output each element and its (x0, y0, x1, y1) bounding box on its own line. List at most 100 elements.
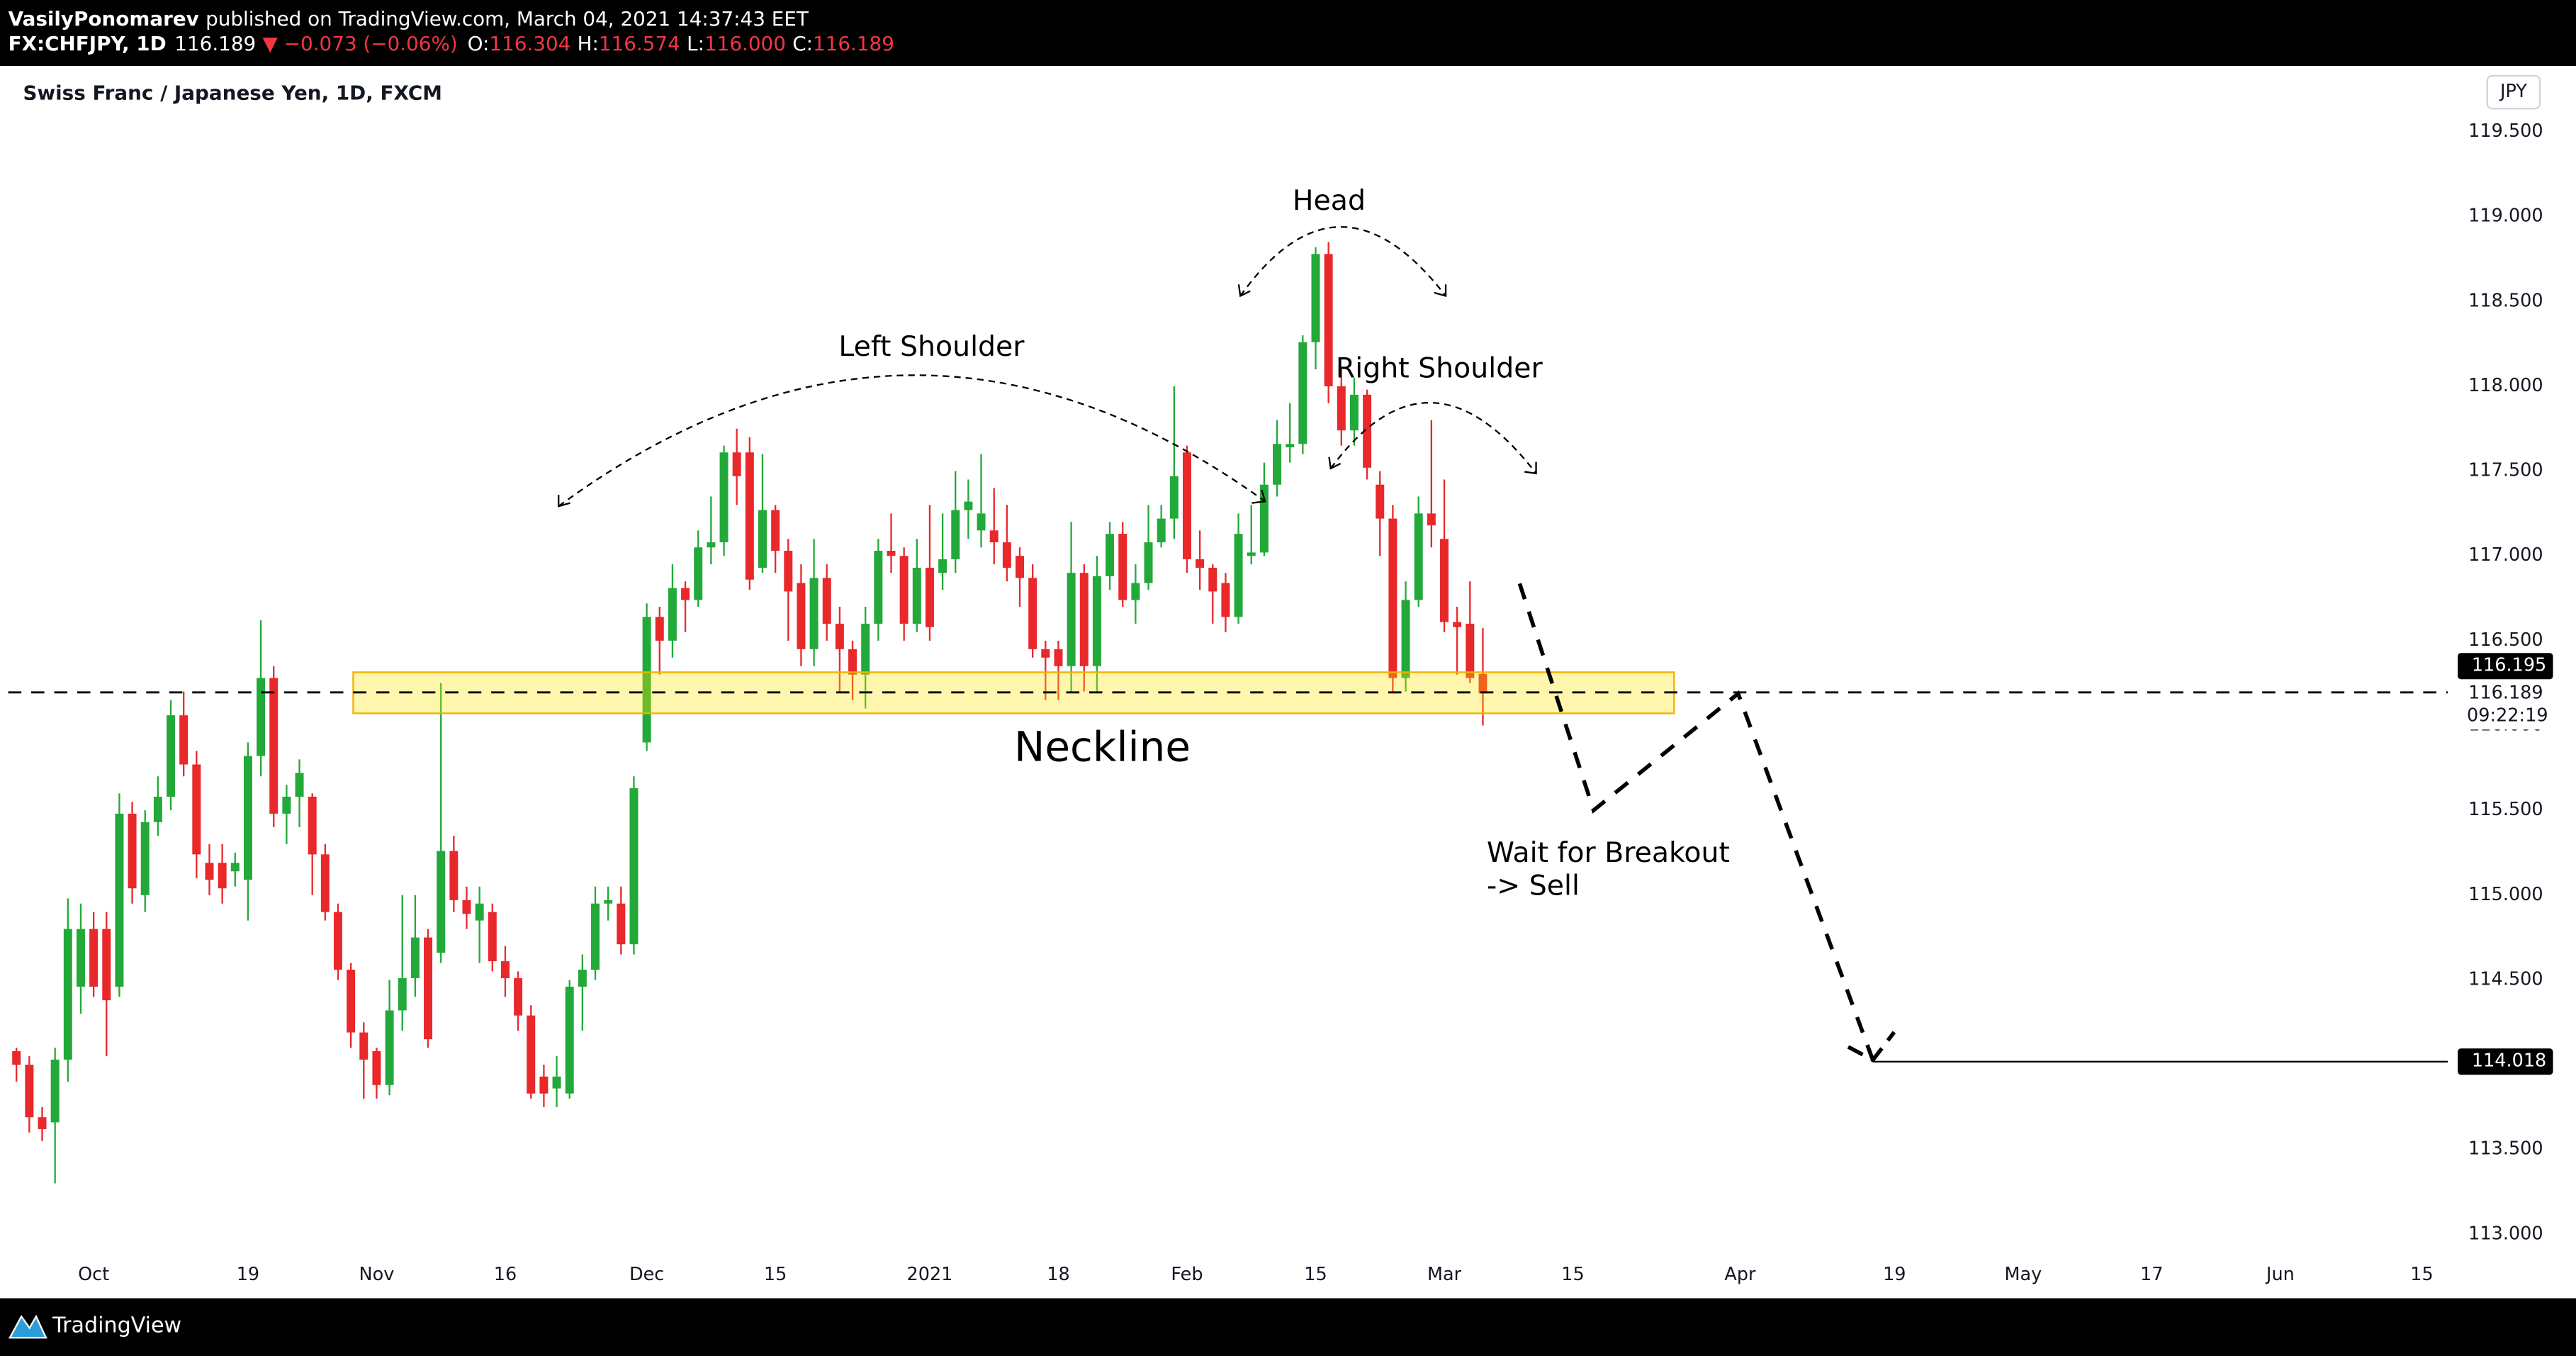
ohlc-value: 116.304 (489, 32, 570, 55)
candle-body (784, 551, 793, 592)
y-tick-label: 118.500 (2468, 290, 2543, 311)
candle-body (218, 863, 227, 889)
candle-body (1067, 573, 1076, 666)
x-tick-label: Apr (1724, 1264, 1756, 1285)
candle-body (1298, 342, 1307, 444)
brand-logo (8, 1314, 47, 1339)
current-price-box (2458, 680, 2553, 730)
candle-body (861, 623, 870, 675)
candle-body (347, 970, 356, 1033)
candle-body (874, 551, 883, 624)
y-tick-label: 117.000 (2468, 544, 2543, 566)
candle-body (1414, 513, 1423, 600)
annotation: -> Sell (1487, 870, 1580, 902)
head-arc (1239, 226, 1446, 297)
candle-body (527, 1015, 536, 1094)
arrowhead (1237, 284, 1251, 298)
candle-body (1247, 552, 1256, 556)
candle-body (488, 912, 497, 962)
candle-body (1401, 600, 1410, 678)
candle-body (1157, 518, 1166, 543)
candle-body (1002, 542, 1011, 568)
x-tick-label: 16 (494, 1264, 517, 1285)
candle-body (140, 822, 150, 895)
candle-body (1440, 539, 1449, 622)
y-tick-label: 119.000 (2468, 206, 2543, 227)
candle-body (1363, 394, 1372, 468)
y-tick-label: 118.000 (2468, 375, 2543, 396)
currency-box[interactable] (2486, 74, 2541, 110)
ohlc-value: 116.000 (704, 32, 786, 55)
ohlc-value: 116.189 (813, 32, 894, 55)
arrowhead (1252, 489, 1266, 504)
candle-body (1079, 573, 1089, 666)
candle-body (629, 788, 639, 945)
candle-body (797, 583, 806, 649)
symbol-line: FX:CHFJPY, 1D 116.189 ▼ −0.073 (−0.06%) O:1… (9, 32, 894, 55)
candle-body (257, 678, 266, 756)
candle-body (1337, 386, 1346, 431)
chart-title: Swiss Franc / Japanese Yen, 1D, FXCM (23, 81, 442, 104)
candle-body (63, 929, 72, 1060)
candle-body (192, 764, 201, 855)
candle-body (128, 813, 137, 889)
candle-body (1376, 484, 1385, 519)
candle-body (707, 542, 716, 548)
candle-body (1259, 484, 1269, 553)
candle-body (604, 900, 613, 904)
y-tick-label: 113.000 (2468, 1223, 2543, 1244)
candle-body (179, 715, 189, 765)
candle-body (938, 559, 947, 573)
candle-body (758, 510, 767, 568)
candle-body (1054, 649, 1063, 666)
ohlc-label: L: (687, 32, 704, 55)
candle-body (694, 547, 703, 600)
ohlc-label: H: (578, 32, 599, 55)
candle-body (925, 567, 934, 627)
y-tick-label: 116.500 (2468, 629, 2543, 651)
neckline-zone (352, 671, 1675, 715)
candle-body (552, 1076, 561, 1089)
publisher-line: VasilyPonomarev published on TradingView.… (9, 7, 809, 30)
x-tick-label: 15 (1561, 1264, 1584, 1285)
candle-body (591, 903, 600, 970)
candle-body (449, 851, 459, 900)
candle-body (437, 851, 446, 953)
projection-path (1517, 583, 1875, 1061)
price-line-label: 114.018 (2472, 1050, 2546, 1072)
countdown: 09:22:19 (2467, 705, 2548, 727)
currency[interactable]: JPY (2499, 81, 2527, 102)
price-line-label: 116.195 (2472, 655, 2546, 676)
candle-body (1182, 452, 1191, 559)
candle-body (398, 978, 407, 1011)
candle-body (115, 813, 124, 987)
candle-body (1092, 576, 1101, 666)
y-tick-label: 115.500 (2468, 799, 2543, 820)
candle-body (964, 501, 973, 510)
arrowhead (558, 495, 570, 508)
candle-body (745, 452, 754, 580)
ohlc-value: 116.574 (599, 32, 680, 55)
x-tick-label: 19 (237, 1264, 259, 1285)
candle-body (848, 649, 857, 675)
left-shoulder-arc (558, 374, 1266, 508)
candle-body (1388, 518, 1397, 678)
footer-bar (0, 1298, 2576, 1356)
candle-body (38, 1117, 47, 1129)
arrowhead (1434, 284, 1447, 298)
candle-body (977, 513, 986, 531)
y-tick-label: 115.000 (2468, 884, 2543, 905)
candle-body (655, 617, 664, 641)
y-tick-label: 113.500 (2468, 1138, 2543, 1160)
candle-body (462, 900, 471, 914)
candle-body (1324, 254, 1333, 386)
candle-body (410, 937, 420, 979)
x-tick-label: Oct (78, 1264, 109, 1285)
x-tick-label: Mar (1427, 1264, 1462, 1285)
candle-body (1041, 649, 1050, 658)
candle-body (1273, 444, 1282, 485)
arrowhead (1524, 461, 1537, 475)
x-tick-label: 15 (2410, 1264, 2433, 1285)
